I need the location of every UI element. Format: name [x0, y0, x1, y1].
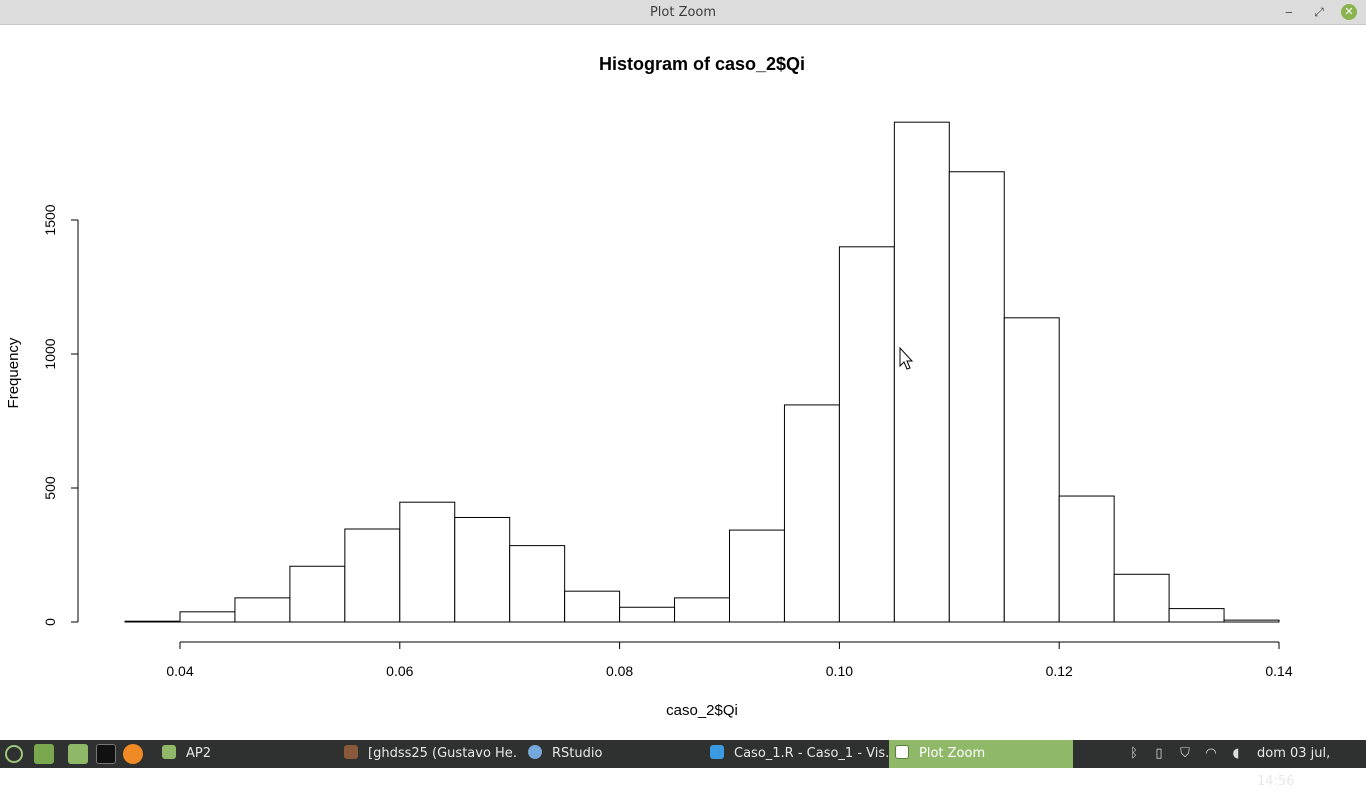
rstudio-icon — [528, 745, 542, 759]
menu-icon[interactable] — [5, 745, 23, 763]
minimize-button[interactable]: ‒ — [1285, 5, 1293, 19]
bluetooth-icon[interactable]: ᛒ — [1130, 746, 1138, 761]
y-tick-label-2: 1000 — [42, 338, 58, 369]
task-ap2[interactable]: AP2 — [158, 740, 328, 768]
histogram-bar-1 — [179, 611, 236, 623]
histogram-bar-8 — [564, 590, 621, 623]
histogram-bar-11 — [729, 529, 785, 623]
y-tick-label-0: 0 — [42, 618, 58, 626]
histogram-bar-4 — [344, 528, 401, 623]
histogram-bar-6 — [454, 516, 511, 623]
wifi-icon[interactable]: ◠ — [1205, 746, 1217, 761]
histogram-bar-0 — [124, 620, 181, 623]
firefox-icon[interactable] — [123, 744, 143, 764]
shield-icon[interactable]: ⛉ — [1180, 746, 1190, 761]
task-label: RStudio — [552, 746, 603, 761]
y-tick-label-3: 1500 — [42, 204, 58, 235]
histogram-plot: Histogram of caso_2$Qi 0.04 0.06 0.08 0.10 0… — [5, 54, 1293, 719]
task-plot-zoom[interactable]: Plot Zoom — [889, 740, 1073, 768]
files-icon[interactable] — [68, 744, 88, 764]
histogram-bars — [124, 121, 1280, 623]
histogram-bar-18 — [1113, 573, 1170, 623]
task-label: Caso_1.R - Caso_1 - Vis… — [734, 746, 888, 761]
histogram-bar-5 — [399, 501, 456, 623]
histogram-bar-12 — [783, 404, 840, 623]
close-button[interactable]: ✕ — [1341, 4, 1357, 20]
histogram-bar-19 — [1168, 608, 1225, 623]
histogram-bar-9 — [619, 606, 676, 623]
histogram-bar-15 — [948, 171, 1005, 623]
x-tick-label-4: 0.12 — [1046, 663, 1073, 679]
window-title: Plot Zoom — [649, 5, 717, 20]
chart-title: Histogram of caso_2$Qi — [599, 54, 805, 74]
folder-icon — [162, 745, 176, 759]
task-vscode[interactable]: Caso_1.R - Caso_1 - Vis… — [706, 740, 888, 768]
histogram-bar-10 — [674, 597, 730, 623]
y-axis-label: Frequency — [5, 337, 22, 408]
volume-icon[interactable]: ◖ — [1232, 746, 1240, 761]
task-rstudio[interactable]: RStudio — [524, 740, 694, 768]
terminal-icon[interactable] — [96, 744, 116, 764]
task-browser[interactable]: [ghdss25 (Gustavo He… — [340, 740, 518, 768]
x-tick-label-5: 0.14 — [1265, 663, 1292, 679]
clipboard-icon[interactable]: ▯ — [1155, 746, 1163, 761]
x-tick-label-3: 0.10 — [826, 663, 853, 679]
x-tick-label-2: 0.08 — [606, 663, 633, 679]
histogram-bar-17 — [1058, 495, 1115, 623]
x-tick-label-1: 0.06 — [386, 663, 413, 679]
show-desktop-icon[interactable] — [34, 744, 54, 764]
x-axis-label: caso_2$Qi — [666, 702, 738, 719]
window-titlebar[interactable]: Plot Zoom ‒ ⤢ ✕ — [0, 0, 1366, 25]
histogram-bar-13 — [838, 246, 895, 623]
histogram-bar-20 — [1223, 619, 1280, 623]
y-tick-label-1: 500 — [42, 476, 58, 500]
histogram-bar-7 — [509, 545, 566, 623]
clock[interactable]: dom 03 jul, 14:56 — [1257, 746, 1331, 789]
y-axis: 0 500 1000 1500 — [42, 204, 79, 626]
x-tick-label-0: 0.04 — [166, 663, 193, 679]
vscode-icon — [710, 745, 724, 759]
task-label: [ghdss25 (Gustavo He… — [368, 746, 518, 761]
x-axis: 0.04 0.06 0.08 0.10 0.12 0.14 — [166, 641, 1293, 679]
browser-icon — [344, 745, 358, 759]
histogram-bar-14 — [893, 121, 950, 623]
maximize-button[interactable]: ⤢ — [1314, 5, 1324, 19]
task-label: AP2 — [186, 746, 212, 761]
taskbar: AP2 [ghdss25 (Gustavo He… RStudio Caso_1… — [0, 740, 1366, 789]
histogram-bar-16 — [1003, 317, 1060, 623]
histogram-bar-2 — [234, 597, 291, 623]
mouse-cursor-icon — [899, 346, 914, 370]
histogram-bar-3 — [289, 565, 346, 623]
task-label: Plot Zoom — [919, 746, 986, 761]
window-icon — [895, 745, 909, 759]
